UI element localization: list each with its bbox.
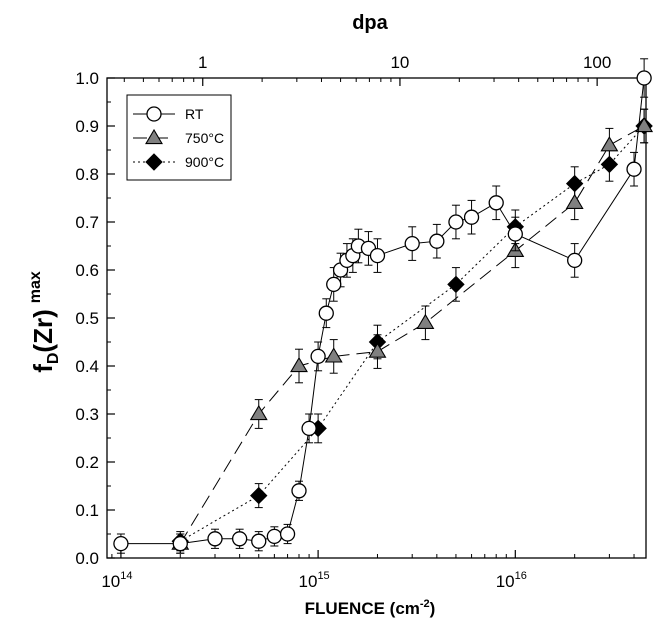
dpa-tick-label: 1 bbox=[198, 53, 207, 72]
data-point bbox=[600, 136, 619, 152]
y-tick-label: 0.6 bbox=[75, 261, 99, 280]
data-point bbox=[448, 214, 464, 230]
data-point bbox=[636, 70, 652, 86]
data-point bbox=[404, 235, 420, 252]
series-rt bbox=[113, 58, 652, 554]
y-tick-label: 0.8 bbox=[75, 165, 99, 184]
series-layer bbox=[113, 58, 654, 554]
series-750c bbox=[171, 108, 654, 554]
y-axis-title-sub: D bbox=[45, 353, 62, 365]
y-axis-title: fD(Zr) max bbox=[27, 271, 62, 373]
x-tick-label: 1014 bbox=[101, 570, 132, 591]
data-point bbox=[251, 533, 267, 549]
data-point bbox=[567, 252, 583, 269]
x-axis-title-main: FLUENCE (cm bbox=[305, 599, 420, 618]
y-axis-title-paren: (Zr) bbox=[28, 309, 58, 352]
series-line bbox=[179, 125, 645, 544]
data-point bbox=[318, 305, 334, 321]
y-tick-label: 1.0 bbox=[75, 69, 99, 88]
x-tick-exp: 14 bbox=[120, 570, 132, 582]
data-point bbox=[172, 535, 188, 552]
legend-label: RT bbox=[185, 106, 204, 122]
data-point bbox=[207, 531, 223, 547]
data-point bbox=[324, 347, 343, 363]
data-point bbox=[369, 247, 386, 264]
data-point bbox=[290, 356, 308, 373]
y-axis-title-sup: max bbox=[27, 271, 44, 303]
data-point bbox=[301, 420, 317, 437]
y-tick-label: 0.9 bbox=[75, 117, 99, 136]
axes bbox=[106, 77, 647, 559]
legend-marker bbox=[145, 128, 163, 145]
data-point bbox=[249, 404, 268, 421]
y-tick-label: 0.0 bbox=[75, 549, 99, 568]
series-line bbox=[180, 125, 645, 542]
y-tick-label: 0.1 bbox=[75, 501, 99, 520]
y-tick-label: 0.5 bbox=[75, 309, 99, 328]
y-tick-label: 0.7 bbox=[75, 213, 99, 232]
legend-label: 900°C bbox=[185, 154, 224, 170]
data-point bbox=[368, 342, 387, 358]
data-point bbox=[565, 193, 584, 209]
data-point bbox=[447, 275, 465, 294]
data-point bbox=[279, 526, 296, 542]
top-axis-title: dpa bbox=[352, 12, 388, 34]
dpa-tick-label: 100 bbox=[583, 53, 611, 72]
data-point bbox=[291, 483, 307, 499]
x-tick-base: 10 bbox=[299, 572, 318, 591]
series-900c bbox=[171, 108, 653, 552]
x-axis-title: FLUENCE (cm-2) bbox=[305, 598, 436, 618]
data-point bbox=[310, 348, 326, 365]
x-axis-title-end: ) bbox=[430, 599, 436, 618]
x-axis-title-sup: -2 bbox=[420, 598, 430, 610]
x-tick-base: 10 bbox=[496, 572, 515, 591]
data-point bbox=[635, 116, 654, 133]
legend-label: 750°C bbox=[185, 130, 224, 146]
data-point bbox=[488, 195, 504, 211]
data-point bbox=[507, 226, 523, 242]
y-tick-label: 0.2 bbox=[75, 453, 99, 472]
dpa-tick-label: 10 bbox=[390, 53, 409, 72]
x-tick-label: 1016 bbox=[496, 570, 527, 591]
y-axis-title-main: f bbox=[28, 364, 58, 373]
x-tick-exp: 16 bbox=[515, 570, 527, 582]
y-tick-label: 0.3 bbox=[75, 405, 99, 424]
y-tick-label: 0.4 bbox=[75, 357, 99, 376]
x-tick-base: 10 bbox=[101, 572, 120, 591]
data-point bbox=[600, 155, 619, 174]
data-point bbox=[113, 535, 129, 552]
data-point bbox=[416, 313, 435, 329]
data-point bbox=[266, 528, 283, 545]
data-point bbox=[326, 276, 342, 293]
x-tick-label: 1015 bbox=[299, 570, 330, 591]
legend-marker bbox=[145, 153, 163, 171]
data-point bbox=[626, 161, 642, 177]
data-point bbox=[250, 486, 268, 505]
x-tick-exp: 15 bbox=[317, 570, 329, 582]
legend: RT 750°C 900°C bbox=[126, 94, 232, 181]
legend-marker bbox=[146, 106, 162, 122]
data-point bbox=[429, 233, 445, 249]
data-point bbox=[231, 531, 248, 547]
data-point bbox=[463, 209, 480, 225]
